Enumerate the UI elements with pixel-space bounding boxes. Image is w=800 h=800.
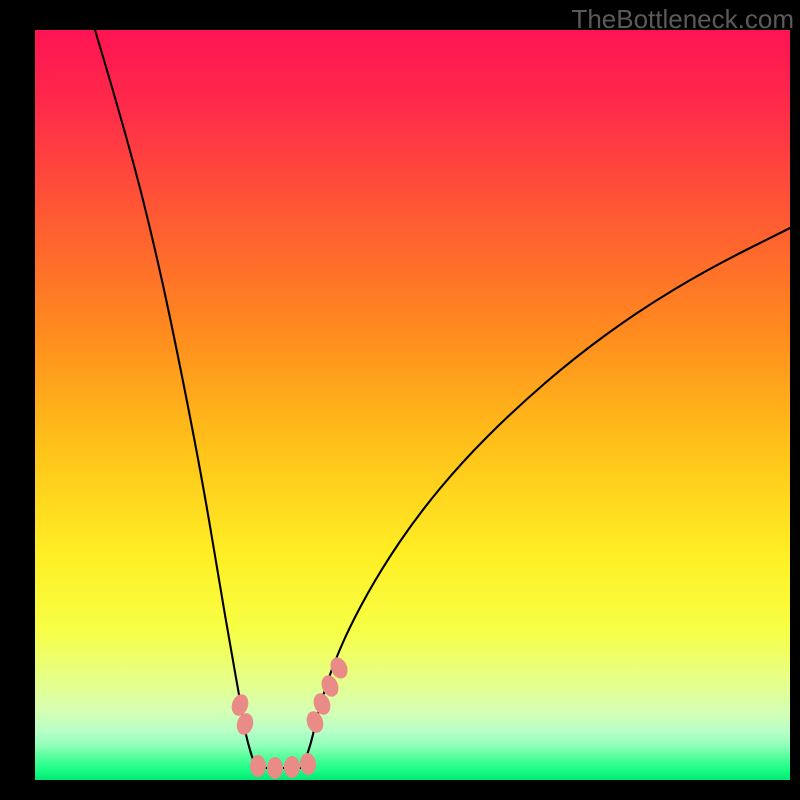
chart-svg [0, 0, 800, 800]
bead-bottom-0 [250, 755, 266, 777]
bead-bottom-2 [284, 756, 300, 778]
chart-root: TheBottleneck.com [0, 0, 800, 800]
watermark-text: TheBottleneck.com [571, 4, 794, 35]
plot-gradient [35, 30, 790, 780]
bead-bottom-1 [267, 757, 283, 779]
